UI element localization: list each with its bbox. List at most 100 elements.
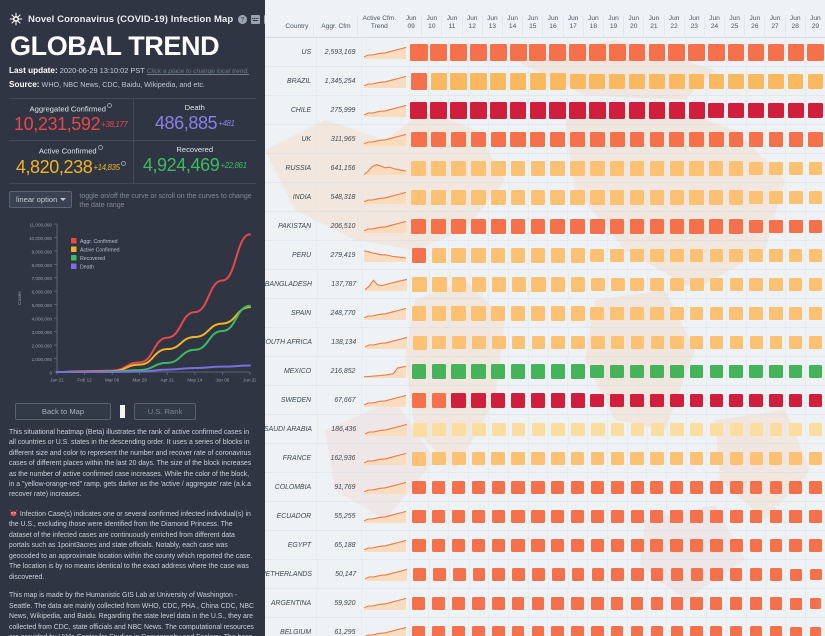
- table-row[interactable]: BRAZIL 1,345,254: [265, 67, 825, 96]
- heatmap-cell[interactable]: [547, 67, 567, 96]
- heatmap-cell[interactable]: [468, 328, 489, 357]
- heatmap-cell[interactable]: [448, 386, 468, 415]
- heatmap-cell[interactable]: [725, 502, 746, 531]
- heatmap-cell[interactable]: [567, 502, 587, 531]
- heatmap-cell[interactable]: [586, 241, 607, 270]
- heatmap-cell[interactable]: [408, 212, 429, 241]
- heatmap-cell[interactable]: [606, 473, 627, 502]
- heatmap-cell[interactable]: [468, 531, 488, 560]
- heatmap-cell[interactable]: [487, 444, 508, 473]
- heatmap-cell[interactable]: [805, 618, 825, 636]
- heatmap-cell[interactable]: [666, 96, 686, 125]
- heatmap-cell[interactable]: [607, 415, 627, 444]
- heatmap-cell[interactable]: [448, 183, 468, 212]
- heatmap-cell[interactable]: [488, 328, 508, 357]
- instagram-icon[interactable]: [264, 14, 265, 24]
- heatmap-cell[interactable]: [487, 125, 508, 154]
- heatmap-cell[interactable]: [785, 531, 805, 560]
- heatmap-cell[interactable]: [448, 328, 469, 357]
- country-name[interactable]: SOUTH AFRICA: [265, 339, 312, 346]
- heatmap-cell[interactable]: [528, 270, 548, 299]
- heatmap-cell[interactable]: [428, 357, 448, 386]
- country-name[interactable]: BANGLADESH: [265, 281, 312, 288]
- heatmap-cell[interactable]: [805, 328, 825, 357]
- info-icon[interactable]: [120, 160, 126, 166]
- heatmap-cell[interactable]: [805, 183, 825, 212]
- column-header-day-22[interactable]: Jun 22: [663, 14, 684, 37]
- heatmap-cell[interactable]: [507, 386, 528, 415]
- heatmap-cell[interactable]: [488, 415, 508, 444]
- column-header-day-09[interactable]: Jun 09: [401, 15, 421, 37]
- heatmap-cell[interactable]: [547, 618, 567, 636]
- heatmap-cell[interactable]: [666, 125, 686, 154]
- heatmap-cell[interactable]: [507, 473, 528, 502]
- heatmap-cell[interactable]: [468, 241, 488, 270]
- heatmap-cell[interactable]: [487, 96, 508, 125]
- heatmap-cell[interactable]: [646, 502, 666, 531]
- heatmap-cell[interactable]: [805, 502, 825, 531]
- heatmap-cell[interactable]: [666, 328, 687, 357]
- heatmap-cell[interactable]: [725, 444, 746, 473]
- country-name[interactable]: UK: [301, 136, 312, 143]
- country-name[interactable]: RUSSIA: [285, 165, 312, 172]
- heatmap-cell[interactable]: [646, 357, 666, 386]
- heatmap-cell[interactable]: [666, 270, 687, 299]
- heatmap-cell[interactable]: [646, 38, 666, 67]
- heatmap-cell[interactable]: [487, 241, 508, 270]
- column-header-day-21[interactable]: Jun 21: [643, 14, 663, 37]
- heatmap-cell[interactable]: [805, 212, 825, 241]
- heatmap-cell[interactable]: [507, 357, 528, 386]
- heatmap-cell[interactable]: [468, 415, 489, 444]
- heatmap-cell[interactable]: [487, 212, 508, 241]
- heatmap-cell[interactable]: [468, 444, 488, 473]
- heatmap-cell[interactable]: [408, 357, 429, 386]
- heatmap-cell[interactable]: [666, 618, 686, 636]
- column-header-day-16[interactable]: Jun 16: [542, 14, 562, 37]
- heatmap-cell[interactable]: [765, 67, 785, 96]
- heatmap-cell[interactable]: [785, 589, 805, 618]
- country-name[interactable]: COLOMBIA: [274, 484, 312, 491]
- heatmap-cell[interactable]: [527, 502, 548, 531]
- heatmap-cell[interactable]: [448, 589, 468, 618]
- country-name[interactable]: PAKISTAN: [278, 223, 312, 230]
- heatmap-cell[interactable]: [607, 270, 627, 299]
- heatmap-cell[interactable]: [448, 154, 468, 183]
- heatmap-cell[interactable]: [448, 270, 469, 299]
- heatmap-cell[interactable]: [547, 270, 568, 299]
- heatmap-cell[interactable]: [686, 415, 706, 444]
- heatmap-cell[interactable]: [765, 386, 785, 415]
- heatmap-cell[interactable]: [527, 125, 548, 154]
- heatmap-cell[interactable]: [586, 299, 607, 328]
- heatmap-cell[interactable]: [745, 560, 766, 589]
- heatmap-cell[interactable]: [765, 444, 785, 473]
- heatmap-cell[interactable]: [686, 212, 706, 241]
- heatmap-cell[interactable]: [705, 96, 726, 125]
- heatmap-cell[interactable]: [468, 154, 488, 183]
- heatmap-cell[interactable]: [805, 560, 825, 589]
- heatmap-cell[interactable]: [805, 241, 825, 270]
- heatmap-cell[interactable]: [765, 299, 785, 328]
- heatmap-cell[interactable]: [725, 212, 746, 241]
- heatmap-cell[interactable]: [745, 299, 766, 328]
- country-name[interactable]: US: [301, 49, 312, 56]
- heatmap-cell[interactable]: [408, 444, 429, 473]
- heatmap-cell[interactable]: [666, 415, 687, 444]
- heatmap-cell[interactable]: [567, 125, 587, 154]
- heatmap-cell[interactable]: [487, 67, 508, 96]
- heatmap-cell[interactable]: [705, 154, 726, 183]
- heatmap-cell[interactable]: [646, 183, 666, 212]
- heatmap-cell[interactable]: [646, 473, 666, 502]
- heatmap-cell[interactable]: [686, 125, 706, 154]
- table-row[interactable]: PERU 279,419: [265, 241, 825, 270]
- heatmap-cell[interactable]: [745, 96, 766, 125]
- heatmap-cell[interactable]: [686, 560, 706, 589]
- heatmap-cell[interactable]: [408, 67, 429, 96]
- heatmap-cell[interactable]: [805, 589, 825, 618]
- heatmap-cell[interactable]: [606, 96, 627, 125]
- heatmap-cell[interactable]: [666, 473, 686, 502]
- heatmap-cell[interactable]: [567, 618, 587, 636]
- heatmap-cell[interactable]: [785, 444, 805, 473]
- heatmap-cell[interactable]: [527, 96, 548, 125]
- heatmap-cell[interactable]: [626, 38, 647, 67]
- heatmap-cell[interactable]: [666, 67, 686, 96]
